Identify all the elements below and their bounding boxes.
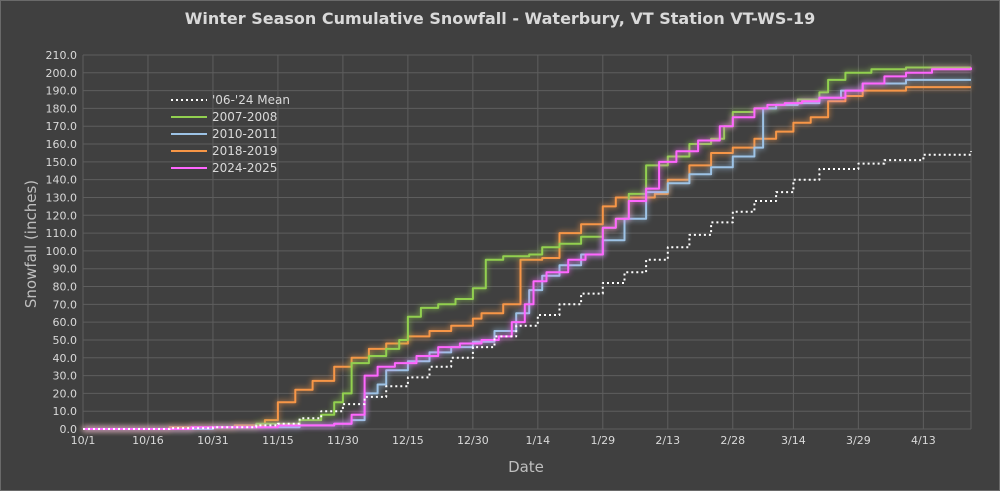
series-lines [83, 66, 972, 430]
y-tick-label: 190.0 [46, 85, 78, 98]
y-tick-label: 210.0 [46, 49, 78, 62]
y-tick-label: 110.0 [46, 227, 78, 240]
x-tick-label: 10/31 [197, 434, 229, 447]
x-tick-label: 12/15 [392, 434, 424, 447]
x-tick-label: 10/1 [71, 434, 96, 447]
x-tick-label: 4/13 [911, 434, 936, 447]
y-tick-label: 150.0 [46, 156, 78, 169]
legend-label-3: 2018-2019 [212, 144, 277, 158]
x-tick-label: 1/29 [590, 434, 615, 447]
y-tick-label: 140.0 [46, 174, 78, 187]
legend-label-1: 2007-2008 [212, 110, 277, 124]
chart-title: Winter Season Cumulative Snowfall - Wate… [184, 9, 816, 28]
series-line-4 [83, 67, 972, 430]
y-tick-label: 0.0 [60, 423, 78, 436]
grid-lines [82, 54, 972, 430]
legend-label-0: '06-'24 Mean [212, 93, 290, 107]
x-tick-label: 2/28 [720, 434, 745, 447]
series-line-3 [83, 86, 971, 430]
y-tick-label: 30.0 [53, 370, 78, 383]
x-tick-label: 3/29 [846, 434, 871, 447]
y-tick-label: 100.0 [46, 245, 78, 258]
y-tick-label: 20.0 [53, 387, 78, 400]
y-tick-label: 120.0 [46, 209, 78, 222]
x-tick-label: 3/14 [781, 434, 806, 447]
legend: '06-'24 Mean 2007-2008 2010-2011 2018-2019 2… [171, 93, 290, 175]
y-tick-label: 170.0 [46, 120, 78, 133]
y-tick-label: 180.0 [46, 102, 78, 115]
y-tick-label: 50.0 [53, 334, 78, 347]
y-tick-label: 10.0 [53, 405, 78, 418]
y-tick-label: 200.0 [46, 67, 78, 80]
y-tick-label: 40.0 [53, 352, 78, 365]
y-tick-label: 160.0 [46, 138, 78, 151]
x-tick-label: 1/14 [525, 434, 550, 447]
x-axis-title: Date [508, 458, 544, 476]
x-tick-label: 11/30 [327, 434, 359, 447]
legend-label-2: 2010-2011 [212, 127, 277, 141]
x-tick-label: 12/30 [457, 434, 489, 447]
y-tick-labels: 0.0 10.0 20.0 30.0 40.0 50.0 60.0 70.0 80.0 90.0 1… [46, 49, 78, 436]
y-tick-label: 60.0 [53, 316, 78, 329]
y-tick-label: 90.0 [53, 263, 78, 276]
y-tick-label: 130.0 [46, 191, 78, 204]
y-axis-title: Snowfall (inches) [22, 180, 40, 308]
series-line-0 [83, 151, 972, 430]
x-tick-labels: 10/1 10/16 10/31 11/15 11/30 12/15 12/30 1/14 1/… [71, 434, 936, 447]
y-tick-label: 80.0 [53, 281, 78, 294]
legend-label-4: 2024-2025 [212, 161, 277, 175]
y-tick-label: 70.0 [53, 298, 78, 311]
x-tick-label: 11/15 [262, 434, 294, 447]
x-tick-label: 2/13 [655, 434, 680, 447]
x-tick-label: 10/16 [132, 434, 164, 447]
